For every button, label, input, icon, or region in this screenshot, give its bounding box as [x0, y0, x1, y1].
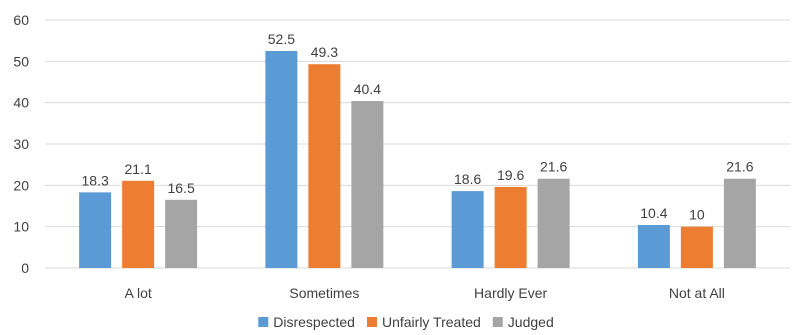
y-tick-label: 20 — [13, 177, 29, 193]
data-label: 40.4 — [354, 81, 381, 97]
bar-judged — [723, 178, 756, 268]
data-labels: 18.3 21.1 16.5 52.5 49.3 40.4 18.6 19.6 21.6 10.4… — [82, 31, 754, 223]
data-label: 18.6 — [454, 171, 481, 187]
data-label: 18.3 — [82, 172, 109, 188]
bar-disrespected — [451, 191, 484, 268]
bar-unfairly-treated — [680, 226, 713, 268]
bar-judged — [351, 101, 384, 268]
category-label: Not at All — [669, 285, 725, 301]
category-label: Hardly Ever — [474, 285, 547, 301]
x-axis-categories: A lot Sometimes Hardly Ever Not at All — [125, 285, 725, 301]
legend: Disrespected Unfairly Treated Judged — [258, 314, 554, 330]
y-tick-label: 50 — [13, 53, 29, 69]
legend-label: Judged — [508, 314, 554, 330]
data-label: 21.6 — [540, 159, 567, 175]
category-label: A lot — [125, 285, 152, 301]
y-tick-label: 30 — [13, 136, 29, 152]
y-tick-label: 40 — [13, 95, 29, 111]
bar-unfairly-treated — [494, 186, 527, 268]
legend-label: Unfairly Treated — [382, 314, 481, 330]
data-label: 21.6 — [726, 159, 753, 175]
data-label: 49.3 — [311, 44, 338, 60]
y-tick-label: 0 — [21, 260, 29, 276]
bar-disrespected — [79, 192, 112, 268]
data-label: 10.4 — [640, 205, 667, 221]
data-label: 19.6 — [497, 167, 524, 183]
y-axis-ticks: 0 10 20 30 40 50 60 — [13, 12, 29, 276]
data-label: 52.5 — [268, 31, 295, 47]
data-label: 16.5 — [168, 180, 195, 196]
bar-judged — [537, 178, 570, 268]
bar-judged — [165, 199, 198, 268]
legend-swatch — [492, 317, 503, 327]
bars — [79, 51, 756, 268]
bar-disrespected — [265, 51, 298, 268]
legend-label: Disrespected — [273, 314, 355, 330]
gridlines — [45, 19, 790, 269]
bar-disrespected — [637, 225, 670, 268]
data-label: 21.1 — [125, 161, 152, 177]
legend-swatch — [258, 317, 269, 327]
legend-swatch — [366, 317, 377, 327]
bar-unfairly-treated — [122, 180, 155, 268]
y-tick-label: 10 — [13, 219, 29, 235]
data-label: 10 — [689, 207, 705, 223]
bar-unfairly-treated — [308, 64, 341, 268]
category-label: Sometimes — [289, 285, 359, 301]
y-tick-label: 60 — [13, 12, 29, 28]
